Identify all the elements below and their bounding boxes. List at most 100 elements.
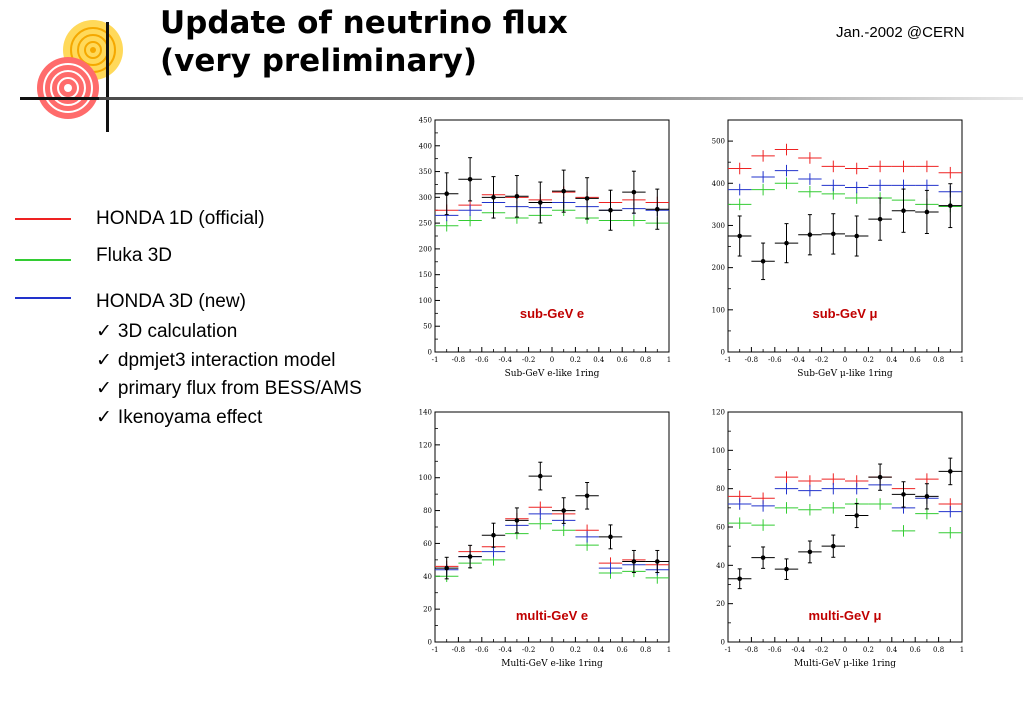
checkmark-icon: ✓ [96, 406, 112, 428]
x-tick-label: -1 [725, 646, 732, 654]
x-tick-label: -0.2 [815, 356, 829, 364]
y-tick-label: 20 [716, 600, 725, 608]
x-tick-label: -0.6 [768, 646, 782, 654]
y-tick-label: 500 [712, 138, 725, 146]
x-tick-label: -0.8 [452, 356, 466, 364]
legend-label-fluka3d: Fluka 3D [96, 245, 173, 266]
data-point [584, 493, 590, 499]
legend-label-honda3d: HONDA 3D (new) [96, 291, 246, 312]
x-tick-label: -0.8 [745, 356, 759, 364]
data-point [924, 209, 930, 215]
series-data [728, 457, 962, 590]
x-tick-label: -0.4 [791, 646, 805, 654]
plot-label: sub-GeV e [520, 306, 584, 321]
data-point [831, 543, 836, 549]
x-tick-label: 0.4 [886, 356, 898, 364]
x-axis-label: Sub-GeV μ-like 1ring [797, 369, 893, 379]
red-circles [37, 57, 99, 119]
x-tick-label: -0.2 [522, 646, 536, 654]
plot-label: multi-GeV e [516, 608, 588, 623]
y-tick-label: 60 [716, 524, 725, 532]
y-tick-label: 40 [716, 562, 725, 570]
checkmark-icon: ✓ [96, 378, 112, 399]
y-tick-label: 400 [419, 142, 432, 150]
x-tick-label: 0.6 [910, 356, 922, 364]
feature-text: primary flux from BESS/AMS [117, 378, 362, 399]
data-point [948, 203, 953, 208]
plot-subgev-e: 0 50 100 150 200 250 300 350 400 450 -1 -0.8 -0.6 -0.… [419, 117, 672, 380]
x-tick-label: -0.4 [498, 646, 512, 654]
checkmark-icon: ✓ [96, 321, 112, 342]
y-tick-label: 200 [419, 245, 432, 253]
y-tick-label: 150 [419, 271, 432, 279]
y-tick-label: 60 [423, 540, 432, 548]
data-point [491, 195, 496, 200]
series-honda1d [728, 143, 962, 179]
x-tick-label: 0.2 [863, 646, 874, 654]
plot-multigev-e: 0 20 40 60 80 100 120 140 -1 -0.8 -0.6 -0.4 -0.2 0 0.2… [419, 409, 672, 670]
data-point [854, 233, 859, 239]
y-tick-label: 80 [716, 485, 725, 493]
data-point [467, 554, 473, 559]
legend-line-honda1d [15, 218, 71, 220]
data-point [608, 207, 613, 213]
feature-text: dpmjet3 interaction model [117, 349, 336, 371]
x-tick-label: 0 [843, 356, 847, 364]
x-tick-label: -0.8 [745, 646, 759, 654]
y-tick-label: 200 [712, 264, 725, 272]
plot-label: sub-GeV μ [812, 306, 877, 321]
x-tick-label: -1 [432, 646, 439, 654]
x-tick-label: -0.2 [815, 646, 829, 654]
data-point [444, 565, 449, 571]
legend-line-fluka3d [15, 259, 71, 261]
x-tick-label: -0.4 [791, 356, 805, 364]
slide-title: Update of neutrino flux (very preliminar… [160, 4, 568, 80]
y-tick-label: 100 [712, 306, 725, 314]
plot-subgev-mu: 0 100 200 300 400 500 -1 -0.8 -0.6 -0.4 -0.2 0 0.2 0.… [712, 119, 964, 379]
y-tick-label: 0 [428, 349, 432, 357]
data-point [584, 196, 590, 201]
x-tick-label: 0.4 [593, 356, 605, 364]
x-tick-label: 0.2 [570, 646, 581, 654]
data-point [444, 191, 449, 197]
series-data [435, 461, 669, 580]
x-tick-label: 1 [667, 356, 671, 364]
x-tick-label: 0.4 [886, 646, 898, 654]
x-tick-label: -0.6 [475, 646, 489, 654]
data-point [655, 206, 660, 212]
x-tick-label: 0.6 [617, 646, 629, 654]
logo-horizontal-bar [20, 97, 110, 100]
data-point [631, 189, 637, 195]
data-point [467, 176, 473, 182]
feature-item: ✓ Ikenoyama effect [96, 404, 362, 433]
y-tick-label: 100 [712, 447, 725, 455]
y-tick-label: 0 [721, 639, 725, 647]
y-tick-label: 80 [423, 507, 432, 515]
x-axis-label: Multi-GeV e-like 1ring [501, 659, 603, 669]
title-divider [99, 97, 1023, 100]
data-point [631, 559, 637, 564]
x-tick-label: -0.4 [498, 356, 512, 364]
feature-text: 3D calculation [117, 321, 238, 342]
x-tick-label: 0 [550, 356, 554, 364]
x-tick-label: 0.8 [640, 356, 651, 364]
y-tick-label: 0 [428, 639, 432, 647]
plot-label: multi-GeV μ [809, 608, 882, 623]
data-point [561, 508, 566, 513]
legend-line-honda3d [15, 297, 71, 299]
y-tick-label: 100 [419, 474, 432, 482]
series-fluka3d [728, 498, 962, 539]
x-tick-label: -0.8 [452, 646, 466, 654]
data-point [901, 208, 906, 213]
slide-logo [20, 20, 123, 132]
x-tick-label: 1 [667, 646, 671, 654]
data-point [831, 231, 836, 237]
y-tick-label: 350 [419, 168, 432, 176]
x-tick-label: 0.8 [640, 646, 651, 654]
feature-text: Ikenoyama effect [117, 406, 263, 428]
data-point [655, 559, 660, 564]
x-tick-label: 0.2 [570, 356, 581, 364]
x-tick-label: 0.8 [933, 356, 944, 364]
data-point [514, 194, 520, 199]
x-tick-label: 1 [960, 646, 964, 654]
